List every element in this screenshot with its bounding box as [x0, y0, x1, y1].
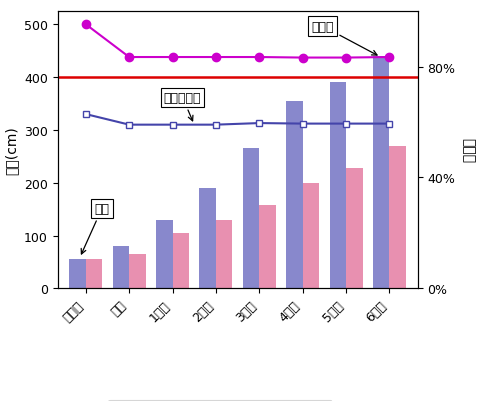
Bar	[129, 255, 145, 289]
Bar	[86, 260, 102, 289]
Bar	[373, 57, 389, 289]
Legend: 架線, ヘリ, 架線, ヘリ: 架線, ヘリ, 架線, ヘリ	[107, 400, 332, 401]
Bar	[113, 247, 129, 289]
Bar	[172, 233, 189, 289]
Bar	[69, 260, 86, 289]
Bar	[303, 183, 319, 289]
Bar	[330, 83, 346, 289]
Text: 樹高: 樹高	[81, 203, 109, 254]
Bar	[199, 188, 216, 289]
Y-axis label: 樹高(cm): 樹高(cm)	[4, 126, 18, 175]
Bar	[216, 220, 232, 289]
Bar	[346, 168, 362, 289]
Text: 残存率: 残存率	[312, 20, 377, 56]
Bar	[156, 220, 172, 289]
Bar	[286, 101, 303, 289]
Bar	[259, 205, 276, 289]
Bar	[389, 146, 406, 289]
Bar	[243, 149, 259, 289]
Y-axis label: 残存率: 残存率	[461, 138, 475, 163]
Text: 目標残存率: 目標残存率	[164, 92, 202, 122]
